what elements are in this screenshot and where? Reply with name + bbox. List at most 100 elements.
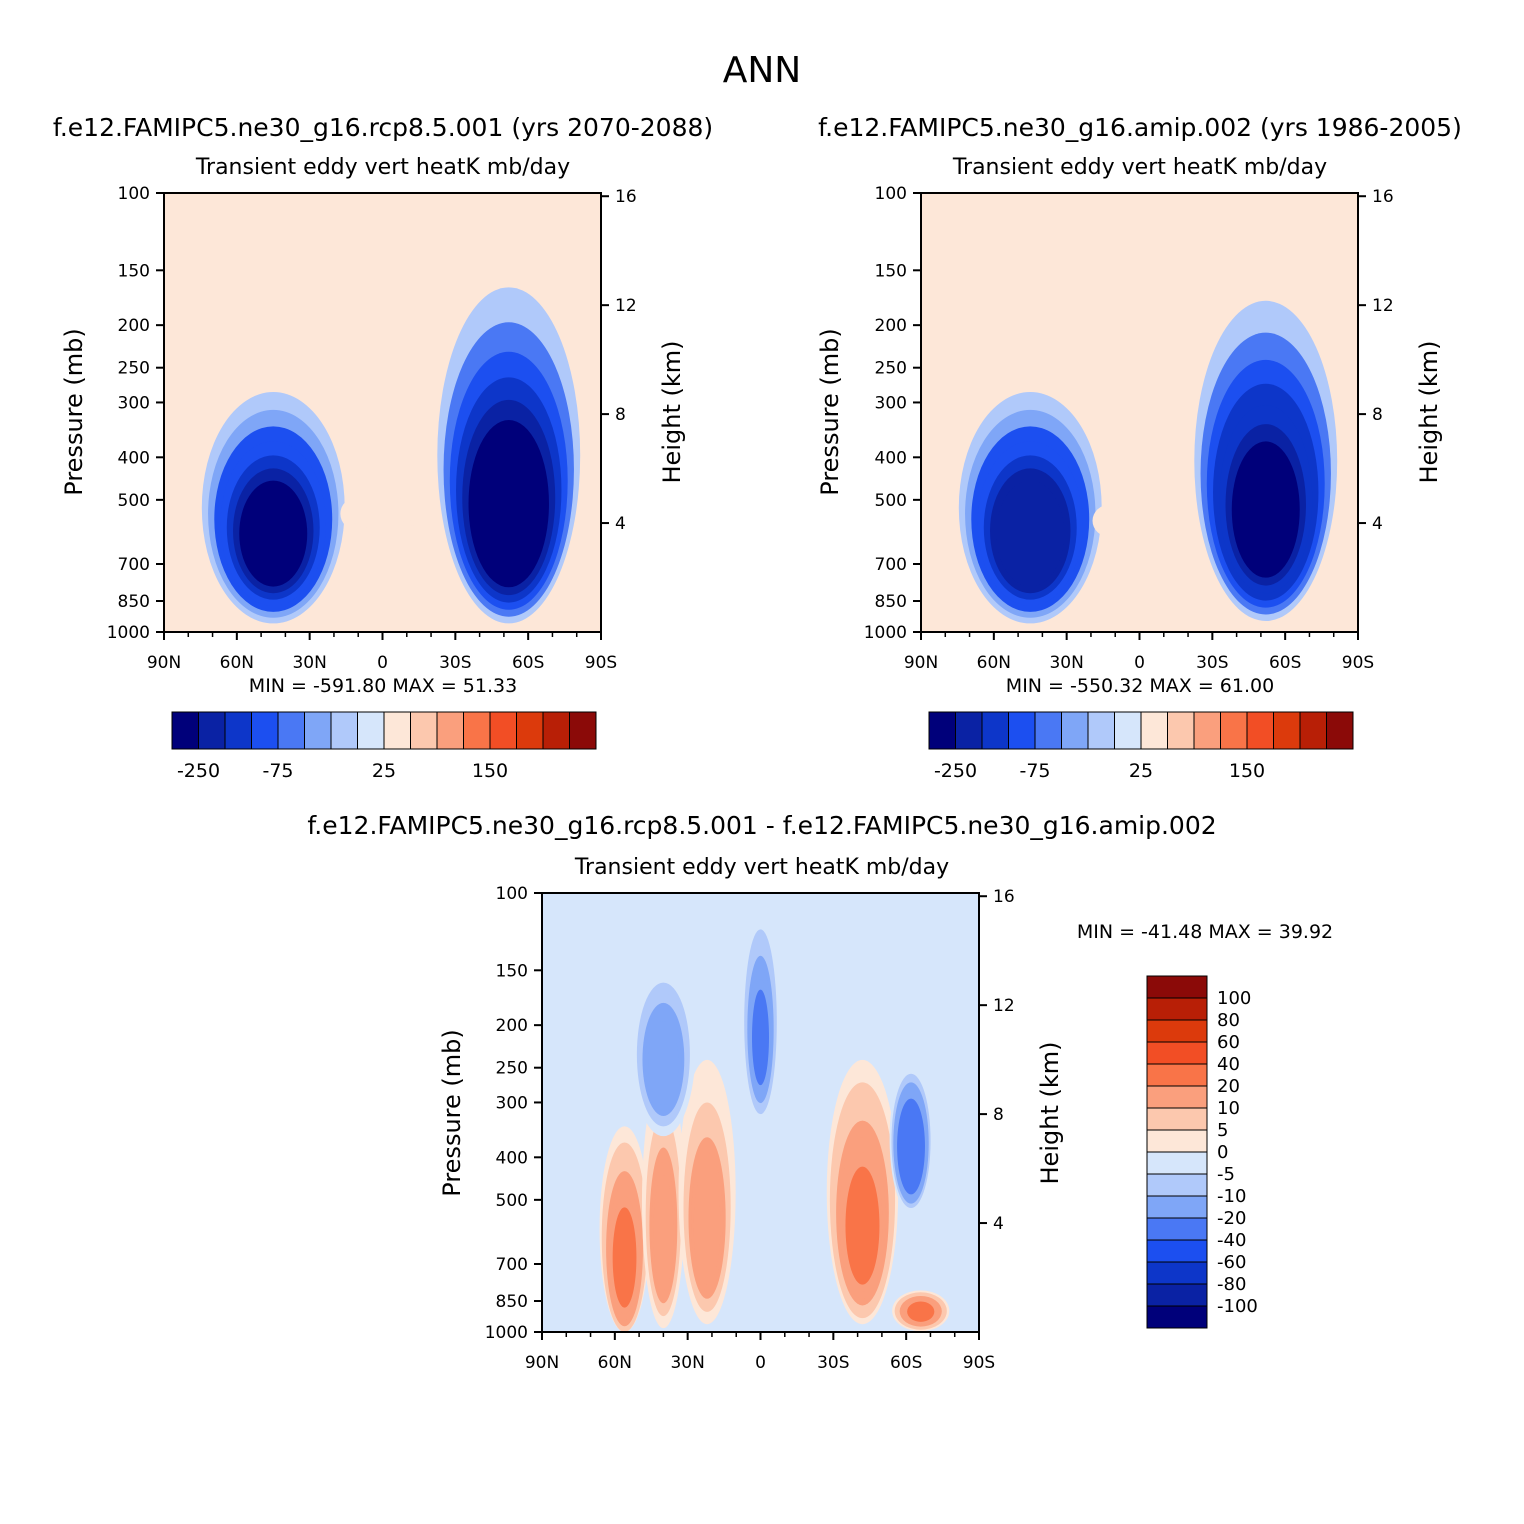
- panel-2-contour-plot: 90N 60N 30N 0 30S 60S 90S 100 150 200 250 300 400 500…: [864, 184, 1394, 673]
- x-tick-label: 90N: [904, 653, 938, 673]
- panel-3-subtitle: Transient eddy vert heatK mb/day: [574, 855, 949, 880]
- panel-2-ylabel: Pressure (mb): [816, 328, 844, 495]
- contour-band: [1231, 441, 1300, 578]
- colorbar-box: [304, 711, 332, 750]
- y-tick-label: 250: [118, 359, 150, 379]
- y-tick-label: 500: [118, 491, 150, 511]
- colorbar-box: [1220, 711, 1248, 750]
- y-tick-label: 250: [875, 359, 907, 379]
- colorbar-label: -60: [1217, 1252, 1246, 1273]
- colorbar-box: [1087, 711, 1115, 750]
- contour-band: [845, 1166, 880, 1285]
- y-tick-label: 200: [875, 316, 907, 336]
- colorbar-box: [1146, 1305, 1208, 1329]
- contour-band: [752, 989, 769, 1086]
- colorbar-box: [1146, 1217, 1208, 1241]
- panel-3-title: f.e12.FAMIPC5.ne30_g16.rcp8.5.001 - f.e1…: [307, 811, 1216, 840]
- x-tick-label: 30N: [292, 653, 326, 673]
- colorbar-box: [198, 711, 226, 750]
- z-tick-label: 8: [1372, 405, 1383, 425]
- colorbar-box: [1193, 711, 1221, 750]
- colorbar-box: [171, 711, 199, 750]
- colorbar-label: 150: [472, 760, 508, 782]
- colorbar-box: [1273, 711, 1301, 750]
- z-tick-label: 12: [993, 996, 1015, 1016]
- y-tick-label: 500: [875, 491, 907, 511]
- colorbar-box: [1146, 1129, 1208, 1153]
- z-tick-label: 12: [615, 296, 637, 316]
- panel-2-min-max: MIN = -550.32 MAX = 61.00: [1006, 675, 1274, 697]
- colorbar-label: -100: [1217, 1296, 1258, 1317]
- colorbar-label: -75: [262, 760, 293, 782]
- panel-3-contour-plot: 90N 60N 30N 0 30S 60S 90S 100 150 200 250 300 400 500…: [485, 884, 1015, 1373]
- colorbar-label: -40: [1217, 1230, 1246, 1251]
- colorbar-box: [410, 711, 438, 750]
- panel-1-min-max: MIN = -591.80 MAX = 51.33: [249, 675, 517, 697]
- y-tick-label: 300: [496, 1093, 528, 1113]
- colorbar-label: 5: [1217, 1120, 1228, 1141]
- colorbar-label: 150: [1229, 760, 1265, 782]
- y-tick-label: 100: [496, 884, 528, 904]
- panel-3-min-max: MIN = -41.48 MAX = 39.92: [1077, 921, 1333, 943]
- colorbar-box: [1114, 711, 1142, 750]
- x-tick-label: 90S: [963, 1353, 995, 1373]
- y-tick-label: 1000: [107, 623, 150, 643]
- panel-1-ylabel-right: Height (km): [658, 341, 686, 484]
- y-tick-label: 100: [875, 184, 907, 204]
- colorbar-box: [516, 711, 544, 750]
- colorbar-label: -250: [177, 760, 220, 782]
- colorbar-box: [463, 711, 491, 750]
- colorbar-label: -10: [1217, 1186, 1246, 1207]
- y-tick-label: 150: [496, 961, 528, 981]
- contour-band: [693, 1166, 721, 1285]
- contour-band: [996, 480, 1065, 587]
- x-tick-label: 60S: [1269, 653, 1301, 673]
- colorbar-label: -75: [1019, 760, 1050, 782]
- colorbar-box: [1146, 1239, 1208, 1263]
- colorbar-box: [436, 711, 464, 750]
- colorbar-box: [357, 711, 385, 750]
- y-tick-label: 700: [118, 555, 150, 575]
- colorbar-box: [1034, 711, 1062, 750]
- y-tick-label: 300: [118, 393, 150, 413]
- x-tick-label: 60S: [512, 653, 544, 673]
- x-tick-label: 0: [755, 1353, 766, 1373]
- colorbar-box: [330, 711, 358, 750]
- colorbar-box: [1061, 711, 1089, 750]
- panel-1-colorbar: -250 -75 25 150: [171, 711, 597, 782]
- colorbar-box: [1146, 1151, 1208, 1175]
- colorbar-label: -20: [1217, 1208, 1246, 1229]
- panel-2-title: f.e12.FAMIPC5.ne30_g16.amip.002 (yrs 198…: [818, 113, 1462, 142]
- colorbar-box: [1140, 711, 1168, 750]
- contour-band: [1150, 513, 1168, 530]
- z-tick-label: 4: [1372, 514, 1383, 534]
- x-tick-label: 30N: [1049, 653, 1083, 673]
- colorbar-box: [955, 711, 983, 750]
- y-tick-label: 700: [875, 555, 907, 575]
- colorbar-box: [1146, 1019, 1208, 1043]
- z-tick-label: 4: [993, 1214, 1004, 1234]
- colorbar-label: -5: [1217, 1164, 1235, 1185]
- x-tick-label: 60N: [977, 653, 1011, 673]
- x-tick-label: 60S: [890, 1353, 922, 1373]
- colorbar-box: [1299, 711, 1327, 750]
- colorbar-box: [569, 711, 597, 750]
- contour-band: [239, 480, 308, 587]
- contour-band: [907, 1301, 935, 1322]
- y-tick-label: 200: [496, 1016, 528, 1036]
- y-tick-label: 150: [118, 261, 150, 281]
- colorbar-label: -250: [934, 760, 977, 782]
- x-tick-label: 30S: [1196, 653, 1228, 673]
- colorbar-label: 60: [1217, 1032, 1240, 1053]
- colorbar-box: [1167, 711, 1195, 750]
- contour-field: [542, 893, 979, 1332]
- colorbar-box: [1008, 711, 1036, 750]
- x-tick-label: 0: [377, 653, 388, 673]
- y-tick-label: 1000: [485, 1323, 528, 1343]
- z-tick-label: 16: [615, 187, 637, 207]
- x-tick-label: 90S: [1342, 653, 1374, 673]
- colorbar-box: [1246, 711, 1274, 750]
- colorbar-box: [383, 711, 411, 750]
- panel-model-amip: f.e12.FAMIPC5.ne30_g16.amip.002 (yrs 198…: [816, 113, 1462, 782]
